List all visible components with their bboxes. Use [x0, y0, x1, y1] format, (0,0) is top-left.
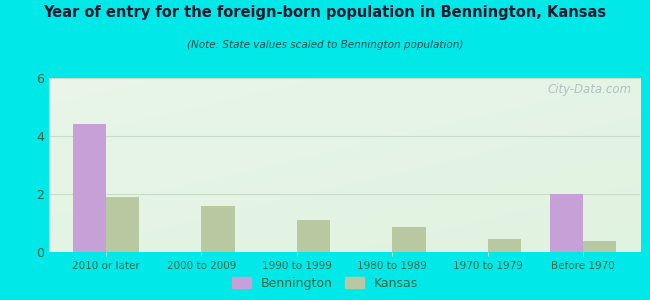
Text: Year of entry for the foreign-born population in Bennington, Kansas: Year of entry for the foreign-born popul… — [44, 4, 606, 20]
Bar — [73, 124, 106, 252]
Legend: Bennington, Kansas: Bennington, Kansas — [228, 273, 422, 294]
Bar — [202, 206, 235, 252]
Bar — [297, 220, 330, 252]
Bar — [550, 194, 583, 252]
Text: (Note: State values scaled to Bennington population): (Note: State values scaled to Bennington… — [187, 40, 463, 50]
Text: City-Data.com: City-Data.com — [547, 83, 631, 96]
Bar — [488, 239, 521, 252]
Bar — [583, 241, 616, 252]
Bar — [106, 197, 139, 252]
Bar — [392, 227, 426, 252]
